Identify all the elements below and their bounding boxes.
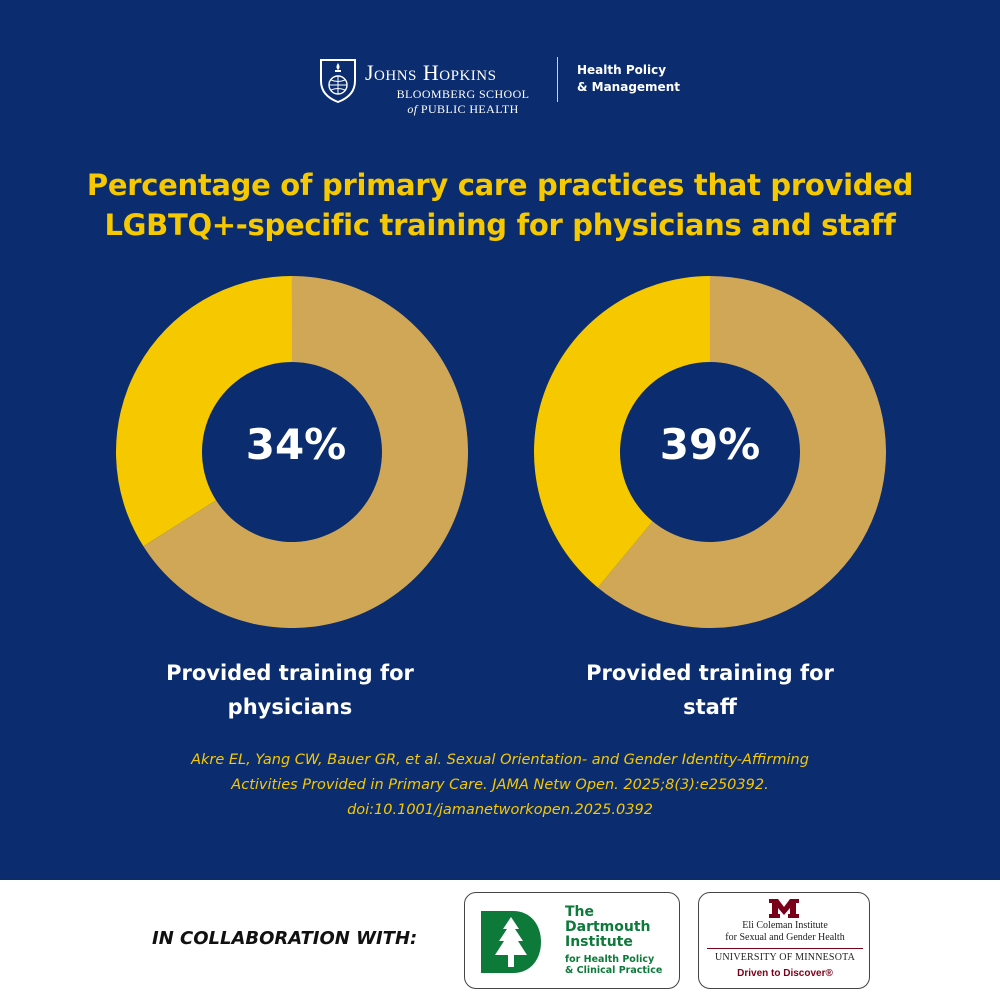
dept-line-1: Health Policy [577, 63, 667, 77]
donut-staff [534, 276, 886, 629]
jhu-school-name: BLOOMBERG SCHOOL of PUBLIC HEALTH [390, 87, 536, 117]
physicians-caption-line-2: physicians [227, 695, 353, 719]
staff-caption-line-2: staff [683, 695, 737, 719]
dartmouth-sub-line-1: for Health Policy [565, 954, 655, 965]
school-line-2: of PUBLIC HEALTH [390, 102, 536, 117]
header-logo-block: Johns Hopkins BLOOMBERG SCHOOL of PUBLIC… [318, 54, 698, 118]
title-line-2: LGBTQ+-specific training for physicians … [104, 208, 896, 242]
citation-line-3: doi:10.1001/jamanetworkopen.2025.0392 [347, 802, 653, 818]
staff-percent-label: 39% [659, 420, 761, 469]
dartmouth-line-3: Institute [565, 934, 633, 950]
donut-physicians-value-slice [115, 276, 292, 547]
donut-staff-remainder-slice [597, 276, 886, 629]
jhu-wordmark: Johns Hopkins [365, 60, 497, 85]
physicians-caption-line-1: Provided training for [166, 661, 414, 685]
dartmouth-name: The Dartmouth Institute [565, 905, 651, 950]
staff-caption: Provided training for staff [550, 656, 870, 724]
physicians-percent-label: 34% [245, 420, 347, 469]
dept-line-2: & Management [577, 80, 680, 94]
citation-line-2: Activities Provided in Primary Care. JAM… [231, 777, 769, 793]
citation: Akre EL, Yang CW, Bauer GR, et al. Sexua… [100, 748, 900, 823]
donut-physicians [115, 276, 468, 628]
umn-block-m-icon [769, 899, 799, 918]
donut-physicians-remainder-slice [143, 276, 468, 628]
umn-inst-line-1: Eli Coleman Institute [742, 920, 828, 931]
dartmouth-line-2: Dartmouth [565, 919, 651, 935]
dartmouth-logo-box: The Dartmouth Institute for Health Polic… [464, 892, 680, 989]
collaboration-label: IN COLLABORATION WITH: [152, 928, 418, 949]
dartmouth-subtitle: for Health Policy & Clinical Practice [565, 954, 662, 976]
donut-staff-value-slice [534, 276, 710, 588]
header-divider [557, 57, 558, 102]
dartmouth-sub-line-2: & Clinical Practice [565, 965, 663, 976]
staff-caption-line-1: Provided training for [586, 661, 834, 685]
umn-university-name: UNIVERSITY OF MINNESOTA [714, 952, 856, 963]
school-line-1: BLOOMBERG SCHOOL [396, 87, 530, 101]
chart-title: Percentage of primary care practices tha… [40, 165, 960, 245]
umn-institute-name: Eli Coleman Institute for Sexual and Gen… [699, 920, 871, 944]
jhu-shield-icon [320, 59, 356, 103]
umn-divider [707, 948, 863, 949]
umn-tagline: Driven to Discover® [737, 968, 833, 979]
dartmouth-line-1: The [565, 904, 595, 920]
umn-inst-line-2: for Sexual and Gender Health [725, 932, 845, 943]
title-line-1: Percentage of primary care practices tha… [86, 168, 914, 202]
citation-line-1: Akre EL, Yang CW, Bauer GR, et al. Sexua… [191, 752, 809, 768]
school-line-2-text: PUBLIC HEALTH [420, 102, 519, 116]
dartmouth-pine-tree-icon [481, 911, 541, 973]
department-name: Health Policy & Management [577, 62, 707, 96]
physicians-caption: Provided training for physicians [130, 656, 450, 724]
umn-logo-box: Eli Coleman Institute for Sexual and Gen… [698, 892, 870, 989]
school-of: of [407, 102, 418, 116]
donut-charts [115, 276, 886, 629]
